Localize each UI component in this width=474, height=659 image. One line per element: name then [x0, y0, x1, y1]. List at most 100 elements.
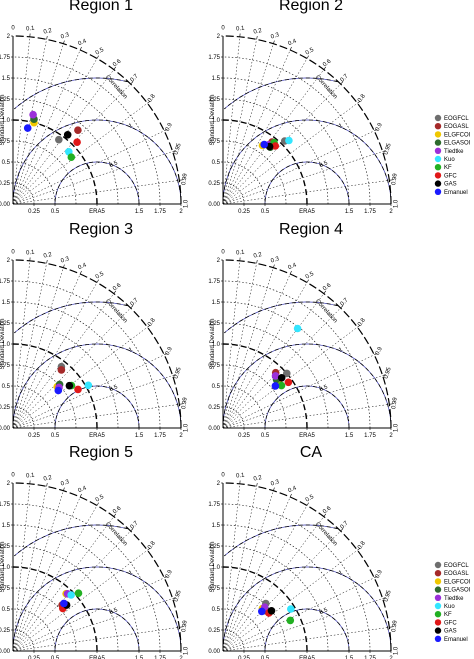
- correlation-tick: [306, 55, 309, 59]
- rms-label: 1: [338, 123, 344, 130]
- y-tick-label: 1.75: [208, 279, 220, 285]
- correlation-tick-label: 0.7: [340, 520, 351, 531]
- y-tick-label: 0.75: [0, 139, 11, 145]
- correlation-ray: [12, 516, 115, 652]
- correlation-tick: [164, 576, 168, 579]
- correlation-tick-label: 0.6: [322, 58, 333, 68]
- correlation-tick: [256, 260, 258, 264]
- correlation-ray: [222, 627, 390, 652]
- correlation-ray: [12, 293, 115, 429]
- x-tick-label: ERA5: [299, 209, 315, 215]
- correlation-tick-label: 0.3: [60, 479, 70, 487]
- rms-circle: [54, 608, 140, 651]
- correlation-tick-label: 0.9: [165, 122, 174, 133]
- rms-dashed-circle: [54, 161, 140, 204]
- legend-marker: [434, 172, 442, 179]
- x-tick-label: 1.5: [345, 209, 354, 215]
- rms-label: 0.5: [319, 160, 330, 169]
- legend-marker: [434, 188, 442, 195]
- correlation-tick-label: 0.5: [305, 271, 316, 281]
- correlation-title: Correlation: [314, 74, 338, 100]
- taylor-panel-1: Region 1 0.25 0.5 0.75 1.0 1.25 1.5 1.75 2 0.00 0.…: [0, 0, 471, 215]
- data-point-eogfcl: [55, 135, 63, 144]
- y-tick-label: 2: [217, 258, 221, 264]
- rms-dashed-circle: [14, 524, 128, 557]
- correlation-ray: [12, 505, 98, 652]
- outer-arc: [12, 482, 182, 652]
- correlation-ray: [12, 530, 131, 652]
- legend-label: KF: [444, 612, 452, 618]
- correlation-tick: [147, 100, 151, 104]
- data-point-gas: [65, 381, 74, 390]
- correlation-tick: [130, 305, 134, 309]
- correlation-ray: [222, 273, 291, 429]
- data-point-emanuel: [260, 140, 269, 149]
- correlation-ray: [222, 327, 358, 429]
- correlation-tick-label: 0.99: [181, 396, 189, 409]
- correlation-tick-label: 0.2: [253, 252, 263, 260]
- correlation-ray: [222, 293, 324, 429]
- correlation-ray: [12, 39, 47, 205]
- x-tick-label: 2: [389, 656, 393, 659]
- correlation-tick: [289, 493, 292, 498]
- y-tick-label: 0.25: [0, 181, 11, 187]
- correlation-tick-label: 0.95: [383, 142, 393, 156]
- correlation-tick-label: 0.99: [181, 619, 189, 632]
- correlation-ray: [222, 180, 390, 205]
- x-tick-label: 0.5: [51, 433, 60, 439]
- correlation-tick-label: 0.1: [26, 473, 36, 480]
- correlation-tick-label: 0.95: [173, 142, 183, 156]
- correlation-tick-label: 0.2: [253, 475, 263, 483]
- taylor-panel-3: Region 3 0.25 0.5 0.75 1.0 1.25 1.5 1.75 2 0.00 0.…: [0, 221, 190, 439]
- correlation-ray: [222, 354, 375, 429]
- correlation-tick: [96, 279, 99, 283]
- y-tick-label: 0.25: [208, 181, 220, 187]
- x-tick-label: 0.25: [238, 209, 250, 215]
- y-axis-title: Standard Deviation: [0, 541, 6, 592]
- correlation-tick: [273, 264, 275, 268]
- correlation-tick-label: 0.4: [287, 38, 298, 47]
- correlation-ray: [222, 260, 241, 429]
- legend-marker: [434, 180, 442, 187]
- legend-marker: [434, 155, 442, 163]
- legend-label: GFC: [444, 173, 457, 179]
- panel-title: Region 4: [279, 221, 343, 238]
- correlation-tick-label: 0.4: [77, 38, 88, 47]
- correlation-ray: [222, 36, 241, 205]
- correlation-tick-label: 0.5: [305, 494, 316, 504]
- legend-marker: [434, 164, 442, 171]
- correlation-tick: [357, 324, 361, 328]
- legend-marker: [434, 123, 442, 130]
- x-tick-label: 0.25: [28, 209, 40, 215]
- sd-arc: [12, 280, 161, 429]
- outer-arc: [222, 35, 392, 205]
- x-tick-label: 0.25: [238, 433, 250, 439]
- correlation-tick: [323, 513, 327, 517]
- x-tick-label: ERA5: [89, 656, 105, 659]
- correlation-tick: [256, 36, 258, 40]
- correlation-tick: [357, 547, 361, 551]
- legend-marker: [434, 594, 442, 601]
- sd-arc: [12, 77, 140, 205]
- panel-title: Region 2: [279, 0, 343, 14]
- correlation-tick-label: 0.3: [270, 32, 280, 40]
- y-tick-label: 0.00: [208, 426, 220, 432]
- x-tick-label: 0.25: [28, 656, 40, 659]
- correlation-tick-label: 0.2: [253, 28, 263, 36]
- correlation-tick-label: 0.95: [383, 366, 393, 380]
- correlation-tick-label: 0.1: [236, 250, 246, 257]
- y-tick-label: 0.5: [212, 384, 221, 390]
- correlation-tick-label: 0.6: [322, 282, 333, 292]
- sd-arc: [222, 503, 371, 652]
- panel-title: Region 1: [69, 0, 133, 14]
- sd-arc: [222, 77, 350, 205]
- outer-arc: [12, 35, 182, 205]
- correlation-tick: [63, 487, 65, 491]
- correlation-ray: [222, 505, 308, 652]
- rms-dashed-circle: [224, 524, 338, 557]
- correlation-ray: [12, 577, 165, 652]
- correlation-tick: [382, 150, 386, 152]
- legend-marker: [434, 627, 442, 634]
- sd-arc: [12, 385, 56, 429]
- correlation-ray: [12, 130, 165, 205]
